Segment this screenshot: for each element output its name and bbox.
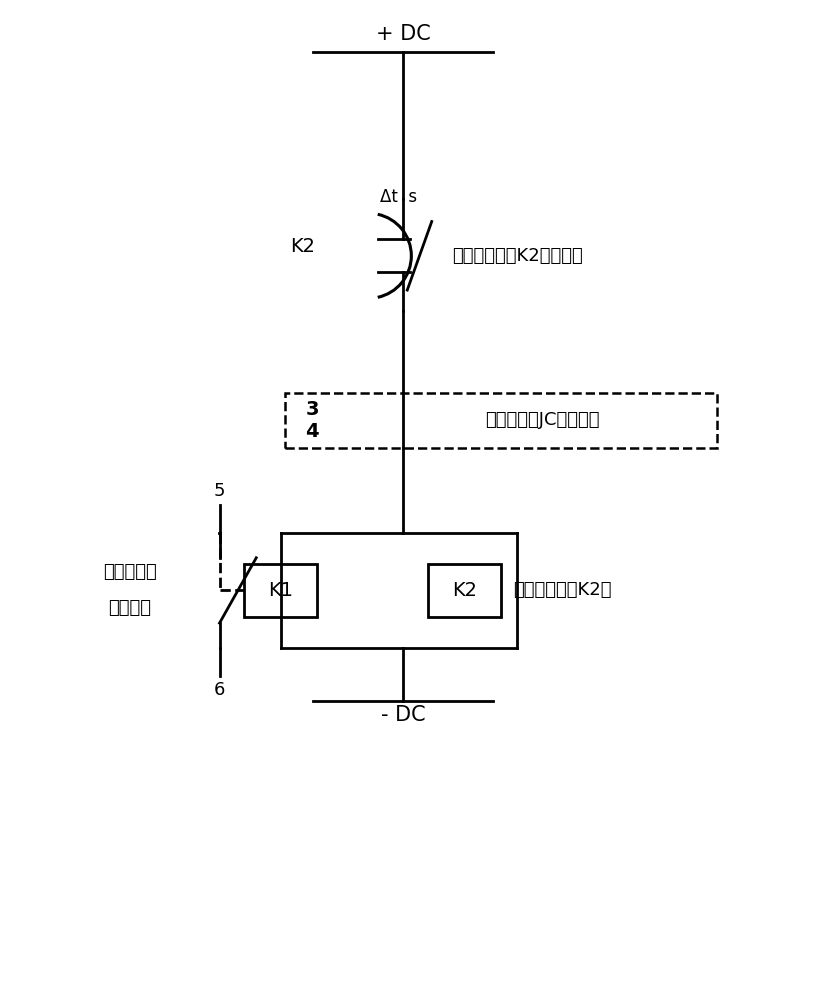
Text: K1: K1 (268, 581, 294, 600)
Text: 6: 6 (214, 681, 225, 699)
Bar (244, 564, 317, 617)
Text: Δt  s: Δt s (380, 188, 418, 206)
Text: - DC: - DC (381, 705, 425, 725)
Text: 过电压动作: 过电压动作 (103, 563, 157, 581)
Text: 信号输出: 信号输出 (108, 600, 151, 618)
Bar (428, 564, 501, 617)
Text: 时间继电器（K2）常闭点: 时间继电器（K2）常闭点 (452, 247, 583, 265)
Text: 时间继电器（K2）: 时间继电器（K2） (513, 581, 612, 600)
Text: 5: 5 (214, 482, 226, 499)
Text: K2: K2 (290, 236, 315, 255)
Text: 监测电路（JC）常开点: 监测电路（JC）常开点 (485, 412, 599, 429)
Bar (284, 393, 717, 447)
Text: K2: K2 (452, 581, 477, 600)
Text: + DC: + DC (376, 24, 430, 43)
Text: 3: 3 (305, 400, 319, 419)
Text: 4: 4 (305, 422, 319, 440)
